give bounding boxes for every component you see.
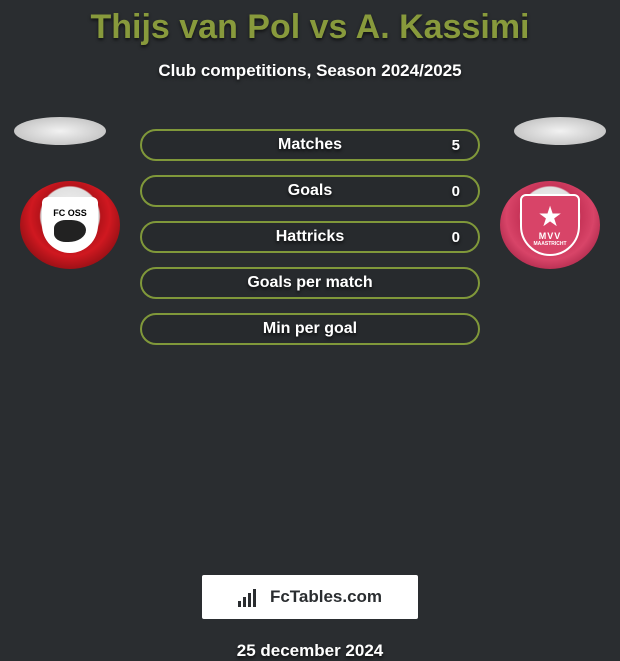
brand-text: FcTables.com xyxy=(270,587,382,607)
stat-row-matches: Matches 5 xyxy=(140,129,480,161)
main-area: FC OSS ★ MVV MAASTRICHT Matches 5 Goals … xyxy=(0,117,620,337)
stat-label: Matches xyxy=(278,136,342,154)
club-badge-left: FC OSS xyxy=(20,181,120,269)
stat-label: Goals xyxy=(288,182,332,200)
stat-value: 0 xyxy=(452,229,460,246)
club-badge-right-text: MVV xyxy=(539,231,562,241)
stat-label: Min per goal xyxy=(263,320,357,338)
comparison-card: Thijs van Pol vs A. Kassimi Club competi… xyxy=(0,0,620,661)
club-shield-right: ★ MVV MAASTRICHT xyxy=(520,194,580,256)
player-photo-placeholder-right xyxy=(514,117,606,145)
club-badge-left-text: FC OSS xyxy=(53,208,87,218)
stat-row-goals: Goals 0 xyxy=(140,175,480,207)
date-text: 25 december 2024 xyxy=(0,641,620,661)
club-badge-right: ★ MVV MAASTRICHT xyxy=(500,181,600,269)
star-icon: ★ xyxy=(537,203,562,231)
stat-value: 0 xyxy=(452,183,460,200)
stat-row-min-per-goal: Min per goal xyxy=(140,313,480,345)
stat-row-hattricks: Hattricks 0 xyxy=(140,221,480,253)
player-photo-placeholder-left xyxy=(14,117,106,145)
club-badge-right-sub: MAASTRICHT xyxy=(533,241,566,247)
brand-box: FcTables.com xyxy=(202,575,418,619)
brand-chart-icon xyxy=(238,587,264,607)
stat-pills: Matches 5 Goals 0 Hattricks 0 Goals per … xyxy=(140,129,480,359)
stat-label: Hattricks xyxy=(276,228,344,246)
stat-row-goals-per-match: Goals per match xyxy=(140,267,480,299)
page-title: Thijs van Pol vs A. Kassimi xyxy=(0,8,620,47)
stat-value: 5 xyxy=(452,137,460,154)
subtitle: Club competitions, Season 2024/2025 xyxy=(0,61,620,81)
bull-icon xyxy=(54,220,86,242)
club-shield-left: FC OSS xyxy=(42,197,98,253)
stat-label: Goals per match xyxy=(247,274,372,292)
